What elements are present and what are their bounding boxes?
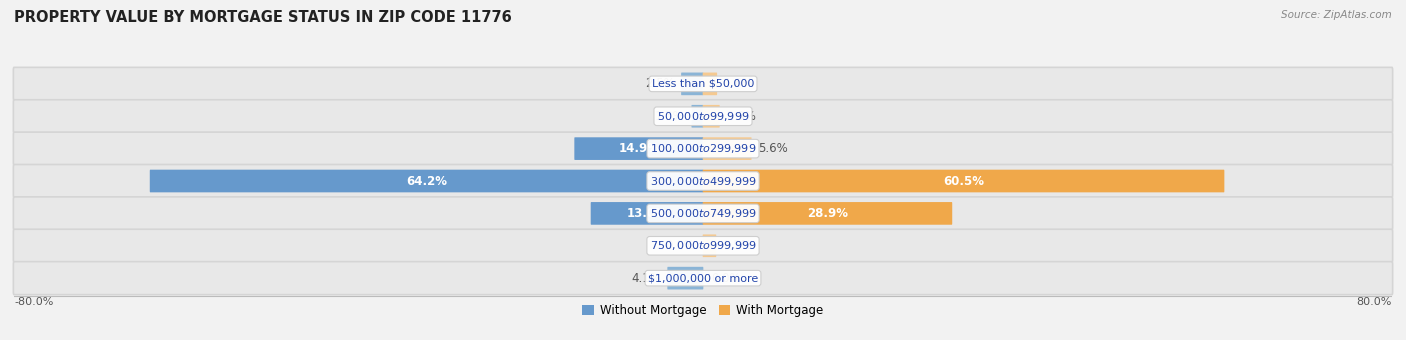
FancyBboxPatch shape xyxy=(574,137,703,160)
FancyBboxPatch shape xyxy=(692,105,703,128)
Text: 28.9%: 28.9% xyxy=(807,207,848,220)
Text: 1.3%: 1.3% xyxy=(655,110,685,123)
Text: 60.5%: 60.5% xyxy=(943,174,984,187)
FancyBboxPatch shape xyxy=(14,197,1392,230)
Text: 5.6%: 5.6% xyxy=(758,142,787,155)
Text: Less than $50,000: Less than $50,000 xyxy=(652,79,754,89)
Text: 2.5%: 2.5% xyxy=(645,78,675,90)
FancyBboxPatch shape xyxy=(703,105,720,128)
Text: 64.2%: 64.2% xyxy=(406,174,447,187)
FancyBboxPatch shape xyxy=(14,229,1392,262)
Text: $750,000 to $999,999: $750,000 to $999,999 xyxy=(650,239,756,252)
Text: -80.0%: -80.0% xyxy=(14,297,53,307)
Text: Source: ZipAtlas.com: Source: ZipAtlas.com xyxy=(1281,10,1392,20)
Text: 14.9%: 14.9% xyxy=(619,142,659,155)
Text: 0.0%: 0.0% xyxy=(665,239,695,252)
FancyBboxPatch shape xyxy=(703,170,1225,192)
FancyBboxPatch shape xyxy=(591,202,703,225)
Text: 4.1%: 4.1% xyxy=(631,272,661,285)
Text: 1.6%: 1.6% xyxy=(724,78,754,90)
Text: $100,000 to $299,999: $100,000 to $299,999 xyxy=(650,142,756,155)
FancyBboxPatch shape xyxy=(681,72,703,95)
Text: $300,000 to $499,999: $300,000 to $499,999 xyxy=(650,174,756,187)
Text: 1.5%: 1.5% xyxy=(723,239,752,252)
FancyBboxPatch shape xyxy=(703,235,716,257)
Text: 80.0%: 80.0% xyxy=(1357,297,1392,307)
FancyBboxPatch shape xyxy=(14,67,1392,100)
FancyBboxPatch shape xyxy=(14,165,1392,198)
FancyBboxPatch shape xyxy=(14,100,1392,133)
FancyBboxPatch shape xyxy=(150,170,703,192)
FancyBboxPatch shape xyxy=(703,202,952,225)
Text: 1.9%: 1.9% xyxy=(727,110,756,123)
FancyBboxPatch shape xyxy=(14,262,1392,295)
Text: $1,000,000 or more: $1,000,000 or more xyxy=(648,273,758,283)
FancyBboxPatch shape xyxy=(14,132,1392,165)
FancyBboxPatch shape xyxy=(703,72,717,95)
Text: 0.0%: 0.0% xyxy=(711,272,741,285)
Text: $50,000 to $99,999: $50,000 to $99,999 xyxy=(657,110,749,123)
Legend: Without Mortgage, With Mortgage: Without Mortgage, With Mortgage xyxy=(578,300,828,322)
Text: $500,000 to $749,999: $500,000 to $749,999 xyxy=(650,207,756,220)
FancyBboxPatch shape xyxy=(668,267,703,289)
Text: 13.0%: 13.0% xyxy=(627,207,668,220)
FancyBboxPatch shape xyxy=(703,137,752,160)
Text: PROPERTY VALUE BY MORTGAGE STATUS IN ZIP CODE 11776: PROPERTY VALUE BY MORTGAGE STATUS IN ZIP… xyxy=(14,10,512,25)
